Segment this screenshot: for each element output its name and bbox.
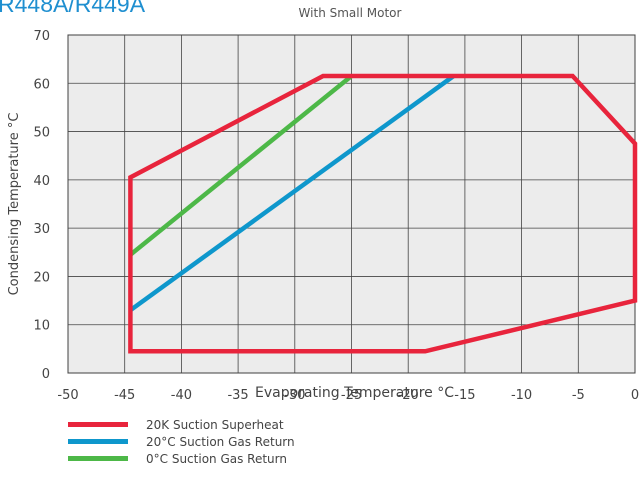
series-line <box>128 74 353 257</box>
y-tick-label: 20 <box>33 270 50 285</box>
legend-label: 0°C Suction Gas Return <box>146 451 287 466</box>
series-lines <box>128 73 638 354</box>
legend-swatch <box>68 456 128 461</box>
y-tick-label: 40 <box>33 174 50 189</box>
legend-swatch <box>68 439 128 444</box>
y-tick-label: 70 <box>33 29 50 44</box>
legend-item: 0°C Suction Gas Return <box>68 450 295 467</box>
x-tick-label: -50 <box>57 388 78 403</box>
legend-item: 20°C Suction Gas Return <box>68 433 295 450</box>
legend: 20K Suction Superheat 20°C Suction Gas Re… <box>68 416 295 467</box>
x-tick-label: -45 <box>114 388 135 403</box>
x-tick-label: -25 <box>341 388 362 403</box>
y-axis-label: Condensing Temperature °C <box>7 113 22 296</box>
y-tick-label: 0 <box>42 367 50 382</box>
series-line <box>128 73 638 354</box>
series-line <box>129 74 455 313</box>
legend-swatch <box>68 422 128 427</box>
y-tick-label: 30 <box>33 222 50 237</box>
chart-subtitle: With Small Motor <box>298 6 402 20</box>
chart-title: R448A/R449A <box>0 0 146 17</box>
x-tick-label: 0 <box>631 388 639 403</box>
y-tick-label: 10 <box>33 319 50 334</box>
x-tick-labels: -50 -45 -40 -35 -30 -25 -20 -15 -10 -5 0 <box>57 388 639 403</box>
x-tick-label: -5 <box>572 388 585 403</box>
x-tick-label: -35 <box>227 388 248 403</box>
x-tick-label: -30 <box>284 388 305 403</box>
x-axis-label: Evaporating Temperature °C <box>255 385 454 401</box>
y-tick-label: 50 <box>33 126 50 141</box>
y-tick-labels: 0 10 20 30 40 50 60 70 <box>33 29 50 382</box>
y-tick-label: 60 <box>33 77 50 92</box>
x-tick-label: -40 <box>171 388 192 403</box>
legend-label: 20K Suction Superheat <box>146 417 284 432</box>
x-tick-label: -20 <box>398 388 419 403</box>
x-tick-label: -10 <box>511 388 532 403</box>
x-tick-label: -15 <box>454 388 475 403</box>
legend-label: 20°C Suction Gas Return <box>146 434 295 449</box>
legend-item: 20K Suction Superheat <box>68 416 295 433</box>
